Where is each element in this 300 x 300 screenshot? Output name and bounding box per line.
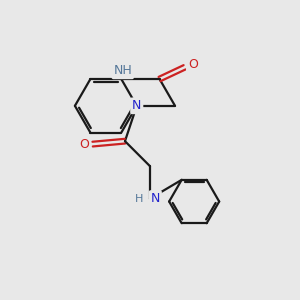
Text: O: O [80,138,89,151]
Text: N: N [132,99,141,112]
Text: NH: NH [113,64,132,77]
Text: N: N [151,192,160,205]
Text: O: O [188,58,198,71]
Text: H: H [135,194,143,204]
